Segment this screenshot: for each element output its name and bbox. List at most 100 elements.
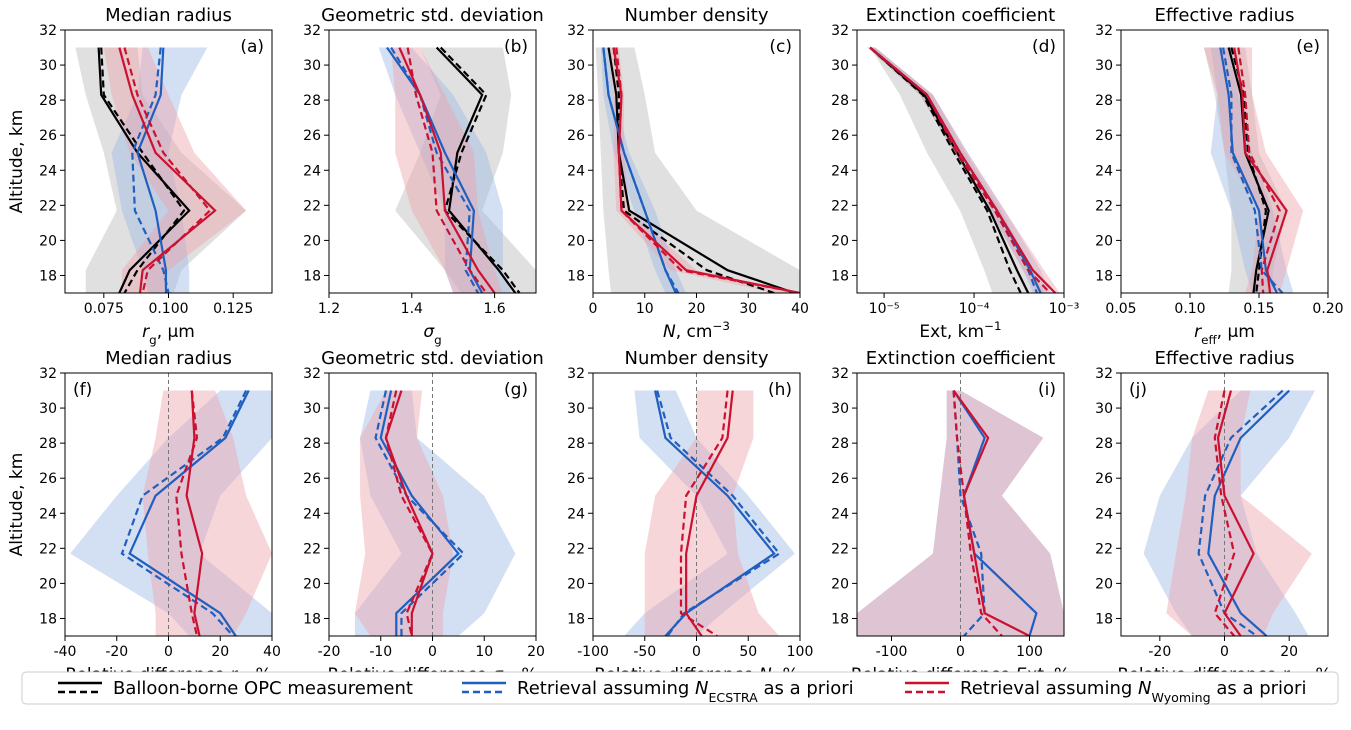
band (595, 47, 800, 293)
y-tick-label: 20 (831, 233, 849, 249)
y-tick-label: 30 (39, 58, 57, 74)
line (952, 389, 1030, 636)
panel-title: Extinction coefficient (866, 5, 1055, 26)
panel: 18 20 22 24 26 28 30 32 -20 0 20 Effective radius (j… (1095, 348, 1331, 690)
y-tick-label: 26 (567, 128, 585, 144)
label: σg (423, 322, 441, 347)
y-tick-label: 18 (303, 611, 321, 627)
panel: 18 20 22 24 26 28 30 32 -20 -10 0 10 20 Geometric std… (303, 348, 545, 690)
y-tick-label: 24 (1095, 506, 1113, 522)
x-tick-label: 20 (527, 644, 545, 660)
line (390, 46, 480, 293)
panel-label: (d) (1032, 37, 1056, 57)
x-tick-label: 10 (636, 301, 654, 317)
x-tick-label: 20 (1280, 644, 1298, 660)
y-tick-label: 24 (831, 506, 849, 522)
y-tick-label: 26 (303, 471, 321, 487)
x-tick-label: 0 (956, 644, 965, 660)
y-tick-label: 24 (39, 163, 57, 179)
x-tick-label: 10 (475, 644, 493, 660)
x-tick-label: 40 (263, 644, 281, 660)
y-tick-label: 30 (567, 401, 585, 417)
y-tick-label: 18 (1095, 268, 1113, 284)
panel-label: (h) (768, 380, 792, 400)
y-axis-label: Altitude, km (7, 453, 27, 557)
y-tick-label: 24 (303, 506, 321, 522)
y-tick-label: 30 (831, 58, 849, 74)
line (185, 390, 204, 636)
panel-title: Geometric std. deviation (321, 5, 544, 26)
x-tick-label: -40 (54, 644, 77, 660)
y-tick-label: 22 (1095, 198, 1113, 214)
label: Ext, km−1 (919, 319, 1001, 342)
label-part: , μm (157, 322, 195, 342)
panel-label: (f) (73, 380, 92, 400)
plot-area (857, 373, 1064, 636)
y-tick-label: 32 (831, 23, 849, 39)
line (123, 47, 212, 293)
x-tick-label: 50 (739, 644, 757, 660)
label-part: Retrieval assuming (517, 678, 695, 699)
line (374, 390, 466, 636)
band (644, 390, 780, 636)
x-tick-label: 20 (688, 301, 706, 317)
line (398, 47, 496, 293)
x-tick-label: 10⁻³ (1049, 301, 1080, 317)
band (111, 47, 208, 293)
label-part: N (695, 678, 708, 699)
y-tick-label: 24 (39, 506, 57, 522)
label-part: , cm (676, 322, 713, 342)
label-part: −3 (712, 319, 730, 333)
label-part: N (663, 322, 676, 342)
y-tick-label: 32 (39, 366, 57, 382)
y-tick-label: 28 (831, 93, 849, 109)
x-tick-label: 0 (1220, 644, 1229, 660)
x-tick-label: 10⁻⁴ (959, 301, 990, 317)
band (624, 390, 795, 636)
y-tick-label: 26 (831, 471, 849, 487)
y-tick-label: 30 (303, 401, 321, 417)
x-tick-label: 0 (164, 644, 173, 660)
label-part: Retrieval assuming (960, 678, 1138, 699)
plot-area (1203, 47, 1304, 293)
y-tick-label: 30 (303, 58, 321, 74)
panel-label: (b) (504, 37, 528, 57)
panel: 18 20 22 24 26 28 30 32 0 10 20 30 40 Number density(… (567, 5, 809, 342)
y-tick-label: 32 (39, 23, 57, 39)
y-tick-label: 20 (1095, 233, 1113, 249)
panel-label: (g) (504, 380, 528, 400)
y-tick-label: 22 (567, 198, 585, 214)
x-tick-label: -20 (318, 644, 341, 660)
x-tick-label: 20 (211, 644, 229, 660)
panel: 18 20 22 24 26 28 30 32 -40 -20 0 20 40 Median radius… (7, 348, 281, 690)
axes-frame (1120, 29, 1329, 294)
label: N, cm−3 (663, 319, 730, 342)
panel: 18 20 22 24 26 28 30 32 -100 0 100 Extinction coeff… (831, 348, 1070, 685)
line (175, 390, 199, 636)
y-tick-label: 20 (567, 233, 585, 249)
line (384, 390, 434, 636)
panel-title: Number density (624, 348, 768, 369)
y-tick-label: 30 (831, 401, 849, 417)
band (600, 47, 687, 293)
x-tick-label: 10⁻⁵ (869, 301, 900, 317)
panel-label: (i) (1038, 380, 1056, 400)
y-tick-label: 30 (39, 401, 57, 417)
band (395, 47, 536, 293)
line (952, 390, 1003, 636)
line (120, 390, 248, 636)
legend-frame (21, 671, 1339, 705)
y-tick-label: 24 (831, 163, 849, 179)
line (615, 47, 800, 293)
y-tick-label: 26 (39, 128, 57, 144)
y-tick-label: 28 (1095, 93, 1113, 109)
line (602, 47, 680, 293)
x-tick-label: 0.10 (1174, 301, 1205, 317)
line (1233, 47, 1288, 293)
y-tick-label: 24 (303, 163, 321, 179)
line (656, 390, 781, 636)
y-tick-label: 32 (567, 23, 585, 39)
label-part: , μm (1217, 322, 1255, 342)
panel-label: (j) (1129, 380, 1147, 400)
